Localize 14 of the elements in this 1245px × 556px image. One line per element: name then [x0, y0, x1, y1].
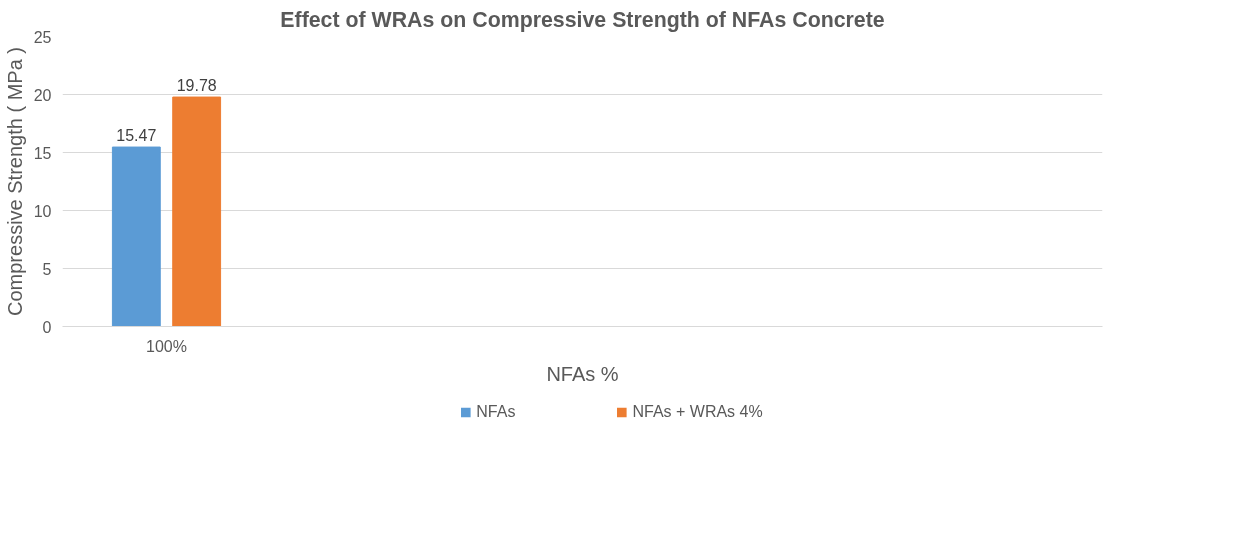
x-axis-title: NFAs % [546, 362, 619, 385]
legend-label: NFAs [476, 403, 516, 421]
y-tick-label: 0 [42, 318, 52, 336]
y-axis-title: Compressive Strength ( MPa ) [3, 47, 26, 316]
data-label: 19.78 [176, 77, 217, 95]
data-label: 15.47 [116, 127, 157, 145]
x-tick-label: 100% [146, 337, 187, 355]
legend-label: NFAs + WRAs 4% [632, 403, 763, 421]
y-tick-label: 10 [33, 202, 52, 220]
y-tick-label: 25 [33, 28, 52, 46]
y-tick-label: 20 [33, 86, 52, 104]
y-tick-label: 15 [33, 144, 52, 162]
chart-title: Effect of WRAs on Compressive Strength of NFAs Concrete [280, 7, 885, 32]
y-tick-label: 5 [42, 260, 52, 278]
